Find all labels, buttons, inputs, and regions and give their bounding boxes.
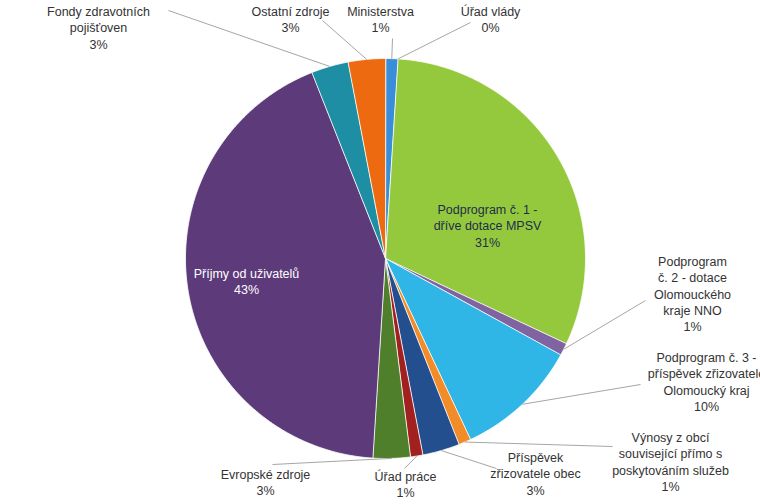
svg-text:Příjmy od uživatelů43%: Příjmy od uživatelů43%: [194, 267, 300, 297]
svg-text:Podprogramč. 2 - dotaceOlomouc: Podprogramč. 2 - dotaceOlomouckéhokraje …: [654, 255, 731, 334]
svg-text:Evropské zdroje3%: Evropské zdroje3%: [221, 468, 311, 498]
svg-text:Výnosy z obcísouvisející přímo: Výnosy z obcísouvisející přímo sposkytov…: [612, 431, 729, 494]
svg-text:Ostatní zdroje3%: Ostatní zdroje3%: [252, 5, 330, 35]
svg-text:Ministerstva1%: Ministerstva1%: [347, 5, 414, 35]
svg-text:Podprogram č. 1 -dříve dotace: Podprogram č. 1 -dříve dotace MPSV31%: [434, 203, 542, 250]
svg-text:Úřad vlády0%: Úřad vlády0%: [461, 4, 521, 35]
svg-text:Fondy zdravotníchpojišťoven3%: Fondy zdravotníchpojišťoven3%: [47, 5, 150, 52]
svg-text:Podprogram č. 3 -příspěvek zři: Podprogram č. 3 -příspěvek zřizovateleOl…: [648, 351, 760, 414]
svg-text:Příspěvekzřizovatele obec3%: Příspěvekzřizovatele obec3%: [490, 451, 580, 498]
svg-text:Úřad práce1%: Úřad práce1%: [375, 469, 437, 500]
